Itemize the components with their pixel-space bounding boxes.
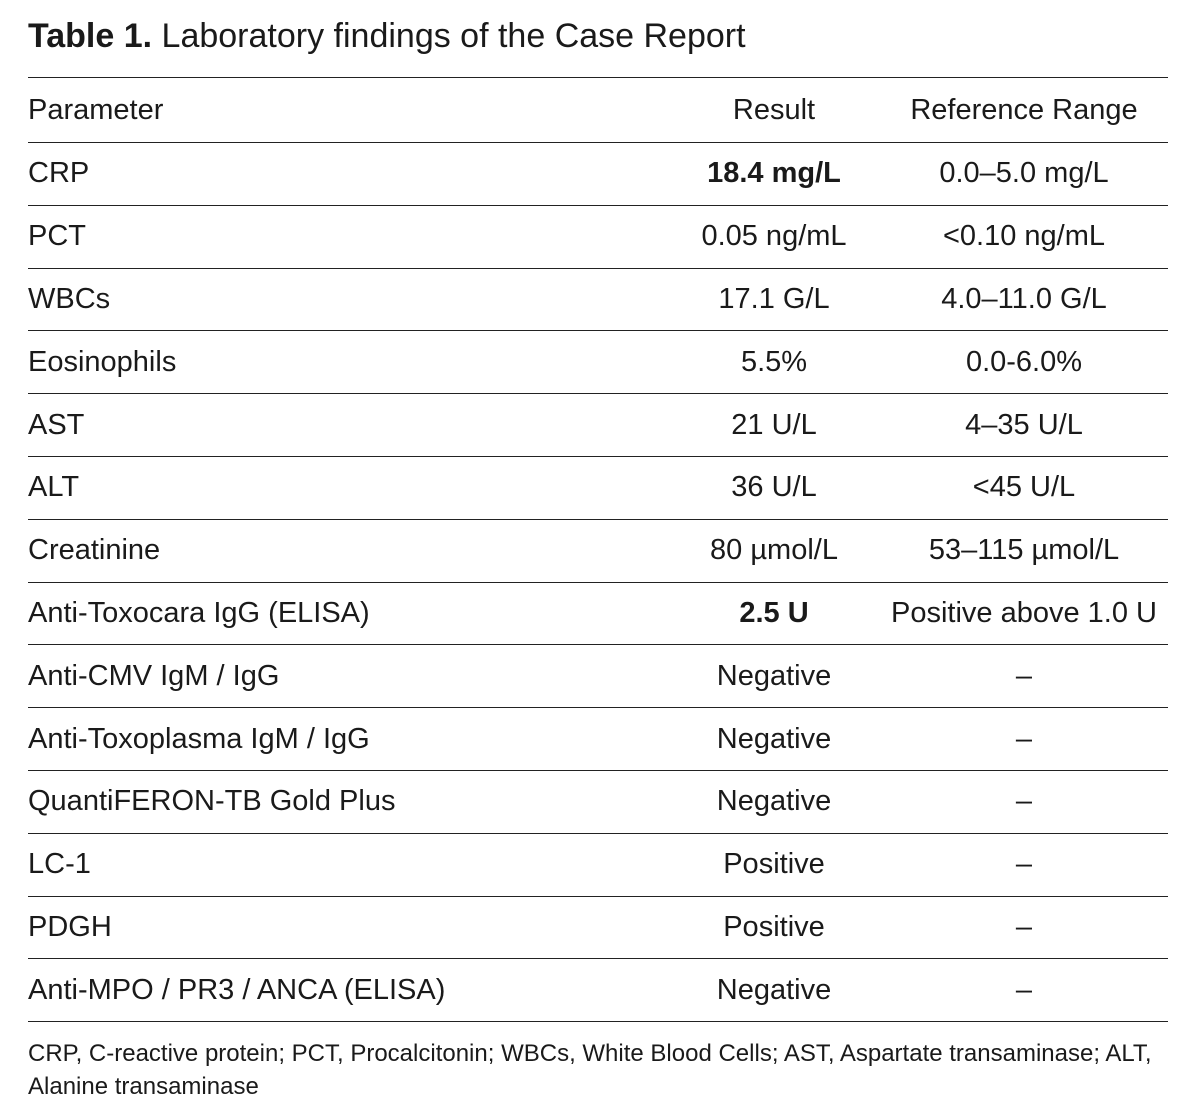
table-row: AST 21 U/L 4–35 U/L <box>28 394 1168 457</box>
table-row: Anti-MPO / PR3 / ANCA (ELISA) Negative – <box>28 959 1168 1023</box>
cell-parameter: Anti-Toxoplasma IgM / IgG <box>28 722 370 755</box>
cell-parameter: WBCs <box>28 282 111 315</box>
cell-parameter: ALT <box>28 471 80 504</box>
cell-result: 18.4 mg/L <box>707 157 841 190</box>
cell-result: 21 U/L <box>731 408 817 441</box>
cell-reference-range: 0.0-6.0% <box>965 345 1083 378</box>
cell-result: 5.5% <box>740 345 808 378</box>
cell-parameter: AST <box>28 408 85 441</box>
cell-result: Negative <box>716 973 832 1006</box>
cell-reference-range: – <box>1015 910 1033 943</box>
lab-findings-table: Parameter Result Reference Range CRP 18.4… <box>28 77 1168 1023</box>
cell-reference-range: – <box>1015 848 1033 881</box>
header-result: Result <box>732 93 816 126</box>
table-row: Anti-Toxocara IgG (ELISA) 2.5 U Positive a… <box>28 583 1168 646</box>
table-row: WBCs 17.1 G/L 4.0–11.0 G/L <box>28 269 1168 332</box>
table-row: LC-1 Positive – <box>28 834 1168 897</box>
cell-reference-range: <45 U/L <box>972 471 1076 504</box>
cell-reference-range: – <box>1015 722 1033 755</box>
table-caption-label: Table 1. <box>28 17 153 55</box>
cell-result: Positive <box>723 848 825 881</box>
cell-result: 0.05 ng/mL <box>701 220 847 253</box>
cell-parameter: Anti-MPO / PR3 / ANCA (ELISA) <box>28 973 446 1006</box>
table-row: CRP 18.4 mg/L 0.0–5.0 mg/L <box>28 143 1168 206</box>
cell-result: Positive <box>723 910 825 943</box>
cell-parameter: Creatinine <box>28 534 161 567</box>
table-body: CRP 18.4 mg/L 0.0–5.0 mg/L PCT 0.05 ng/mL <0.… <box>28 143 1168 1023</box>
header-parameter: Parameter <box>28 93 164 126</box>
cell-reference-range: Positive above 1.0 U <box>891 596 1157 629</box>
cell-parameter: LC-1 <box>28 848 91 881</box>
table-caption-title: Laboratory findings of the Case Report <box>161 17 746 55</box>
cell-reference-range: 4–35 U/L <box>965 408 1083 441</box>
cell-result: Negative <box>716 785 832 818</box>
cell-result: Negative <box>716 722 832 755</box>
table-row: Anti-CMV IgM / IgG Negative – <box>28 645 1168 709</box>
table-row: PDGH Positive – <box>28 897 1168 960</box>
header-reference-range: Reference Range <box>910 93 1138 126</box>
cell-reference-range: – <box>1015 659 1033 692</box>
cell-reference-range: – <box>1015 973 1033 1006</box>
cell-parameter: PCT <box>28 220 86 253</box>
cell-parameter: Anti-CMV IgM / IgG <box>28 659 280 692</box>
cell-result: 2.5 U <box>739 596 809 629</box>
cell-parameter: PDGH <box>28 910 112 943</box>
table-header-row: Parameter Result Reference Range <box>28 78 1168 143</box>
cell-result: Negative <box>716 659 832 692</box>
cell-parameter: CRP <box>28 157 90 190</box>
cell-reference-range: 0.0–5.0 mg/L <box>939 157 1109 190</box>
cell-result: 17.1 G/L <box>718 282 830 315</box>
cell-parameter: QuantiFERON-TB Gold Plus <box>28 785 396 818</box>
table-caption: Table 1. Laboratory findings of the Case… <box>28 14 746 58</box>
cell-result: 80 µmol/L <box>710 534 838 567</box>
cell-reference-range: – <box>1015 785 1033 818</box>
cell-reference-range: 53–115 µmol/L <box>928 534 1120 567</box>
table-row: Anti-Toxoplasma IgM / IgG Negative – <box>28 708 1168 771</box>
table-footnote: CRP, C-reactive protein; PCT, Procalcito… <box>28 1040 1152 1100</box>
table-row: Creatinine 80 µmol/L 53–115 µmol/L <box>28 520 1168 583</box>
table-row: Eosinophils 5.5% 0.0-6.0% <box>28 331 1168 395</box>
cell-reference-range: <0.10 ng/mL <box>942 220 1106 253</box>
table-row: ALT 36 U/L <45 U/L <box>28 457 1168 520</box>
table-row: PCT 0.05 ng/mL <0.10 ng/mL <box>28 206 1168 269</box>
table-row: QuantiFERON-TB Gold Plus Negative – <box>28 771 1168 834</box>
cell-parameter: Eosinophils <box>28 345 177 378</box>
cell-parameter: Anti-Toxocara IgG (ELISA) <box>28 596 370 629</box>
cell-reference-range: 4.0–11.0 G/L <box>941 282 1107 315</box>
cell-result: 36 U/L <box>731 471 817 504</box>
